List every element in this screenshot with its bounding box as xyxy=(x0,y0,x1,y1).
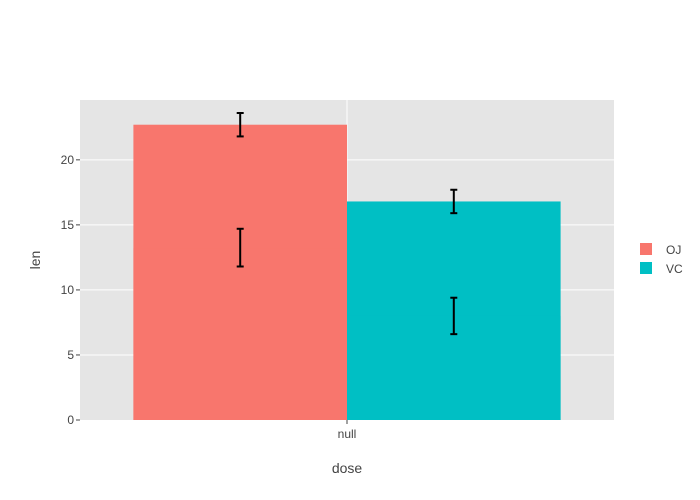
legend-swatch xyxy=(640,262,652,274)
y-tick-label: 5 xyxy=(67,348,74,362)
x-tick-label: null xyxy=(338,427,357,441)
bars xyxy=(133,124,561,420)
error-bar-vc-layer-1 xyxy=(450,296,458,336)
y-axis-title: len xyxy=(27,251,43,270)
y-tick-label: 20 xyxy=(61,153,75,167)
error-bar-oj-layer-1 xyxy=(236,227,244,268)
legend-label: VC xyxy=(666,262,683,276)
legend-swatch xyxy=(640,243,652,255)
legend-item-oj[interactable]: OJ xyxy=(640,243,681,257)
error-bar-vc-layer-0 xyxy=(450,188,458,215)
error-bar-oj-layer-0 xyxy=(236,112,244,138)
legend-label: OJ xyxy=(666,243,681,257)
x-ticks: null xyxy=(338,420,357,441)
x-axis-title: dose xyxy=(332,460,363,476)
y-ticks: 0 5 10 15 20 xyxy=(61,153,80,427)
y-tick-label: 0 xyxy=(67,413,74,427)
error-bars xyxy=(236,112,458,336)
legend-item-vc[interactable]: VC xyxy=(640,262,683,276)
y-tick-label: 15 xyxy=(61,218,75,232)
bar-oj-layer-1 xyxy=(133,248,347,420)
y-tick-label: 10 xyxy=(61,283,75,297)
legend[interactable]: OJ VC xyxy=(640,243,683,276)
